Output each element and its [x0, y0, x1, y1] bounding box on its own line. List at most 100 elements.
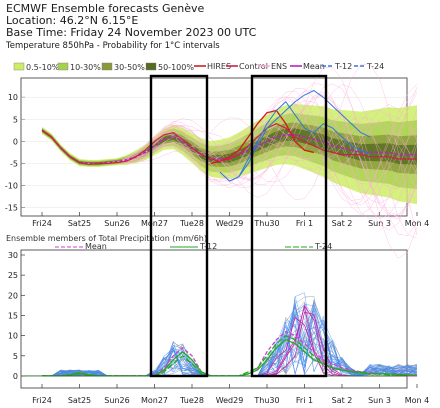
temp-ytick-label-5: -15 — [5, 204, 18, 213]
precip-xtick-label-7: Fri 1 — [296, 396, 313, 405]
precip-member-line-12 — [42, 331, 418, 377]
legend-label-line-1: Control — [239, 62, 268, 71]
precip-magenta-member-1 — [42, 306, 417, 377]
precip-member-line-10 — [42, 305, 418, 377]
location-label: Location: 46.2°N 6.15°E — [6, 14, 139, 27]
temp-series-control — [41, 123, 417, 165]
precip-magenta-member-3 — [42, 311, 417, 377]
precip-member-line-1 — [42, 321, 418, 377]
precip-member-line-5 — [42, 316, 418, 377]
base-time-label: Base Time: Friday 24 November 2023 00 UT… — [6, 26, 257, 39]
legend-label-line-4: T-12 — [334, 62, 352, 71]
precip-xtick-label-3: Mon27 — [141, 396, 168, 405]
precip-member-line-17 — [42, 309, 418, 377]
precip-member-line-14 — [42, 309, 418, 377]
precip-member-line-24 — [42, 299, 418, 377]
precip-member-line-32 — [42, 316, 418, 377]
precip-member-line-30 — [42, 301, 418, 377]
temp-xtick-label-1: Sat25 — [68, 219, 91, 228]
temp-xtick-label-2: Sun26 — [104, 219, 129, 228]
highlight-box-1 — [149, 74, 209, 378]
legend-swatch-2 — [101, 62, 113, 71]
temp-ytick-label-3: -5 — [10, 159, 18, 168]
temp-xtick-label-10: Mon 4 — [405, 219, 430, 228]
precip-member-line-19 — [42, 313, 418, 377]
precip-member-line-16 — [42, 319, 418, 377]
precip-member-line-18 — [42, 296, 418, 377]
precip-xtick-label-2: Sun26 — [104, 396, 129, 405]
precip-magenta-member-0 — [42, 316, 417, 377]
temp-xtick-label-6: Thu30 — [253, 219, 279, 228]
precip-member-line-6 — [42, 319, 418, 377]
temp-series-hires — [210, 109, 315, 165]
precip-xtick-label-4: Tue28 — [179, 396, 204, 405]
temp-xtick-label-8: Sat 2 — [332, 219, 353, 228]
precip-member-line-39 — [42, 325, 418, 377]
precip-plot-frame — [20, 249, 408, 389]
precip-ytick-label-3: 15 — [8, 311, 18, 320]
precip-xtick-label-5: Wed29 — [216, 396, 244, 405]
temp-ytick-label-4: -10 — [5, 182, 18, 191]
precip-ytick-label-6: 0 — [13, 372, 18, 381]
precip-title: Ensemble members of Total Precipitation … — [6, 234, 207, 243]
temp-xtick-label-0: Fri24 — [32, 219, 52, 228]
highlight-box-2 — [250, 74, 328, 378]
precip-member-line-0 — [42, 296, 418, 377]
precip-xtick-label-1: Sat25 — [68, 396, 91, 405]
temp-ytick-label-0: 10 — [8, 93, 18, 102]
precip-xtick-label-9: Sun 3 — [368, 396, 391, 405]
precip-xtick-label-0: Fri24 — [32, 396, 52, 405]
temp-xtick-label-5: Wed29 — [216, 219, 244, 228]
precip-xtick-label-8: Sat 2 — [332, 396, 353, 405]
precip-member-line-15 — [42, 301, 418, 377]
precip-member-line-7 — [42, 307, 418, 377]
temperature-subtitle: Temperature 850hPa - Probability for 1°C… — [6, 41, 220, 51]
precip-member-line-35 — [42, 326, 418, 377]
legend-swatch-3 — [145, 62, 157, 71]
temp-xtick-label-3: Mon27 — [141, 219, 168, 228]
precip-member-line-33 — [42, 314, 418, 377]
legend-swatch-1 — [57, 62, 69, 71]
precip-ytick-label-0: 30 — [8, 251, 18, 260]
precip-member-line-21 — [42, 303, 418, 377]
legend-label-line-3: Mean — [303, 62, 325, 71]
chart-title: ECMWF Ensemble forecasts Genève — [6, 2, 205, 15]
precip-member-line-3 — [42, 307, 418, 377]
legend-label-prob-0: 0.5-10% — [26, 63, 60, 72]
precip-member-line-23 — [42, 323, 418, 377]
precip-magenta-member-2 — [42, 304, 417, 377]
precip-member-line-26 — [42, 304, 418, 377]
temp-ytick-label-2: 0 — [13, 137, 18, 146]
temp-xtick-label-4: Tue28 — [179, 219, 204, 228]
precip-member-line-9 — [42, 321, 418, 377]
precip-ytick-label-4: 10 — [8, 332, 18, 341]
precip-member-line-2 — [42, 303, 418, 377]
precip-legend-label-0: Mean — [85, 242, 107, 251]
precip-member-line-27 — [42, 321, 418, 377]
precip-member-line-11 — [42, 306, 418, 377]
precip-member-line-28 — [42, 302, 418, 377]
precip-member-line-22 — [42, 300, 418, 377]
legend-label-line-5: T-24 — [366, 62, 384, 71]
temp-xtick-label-9: Sun 3 — [368, 219, 391, 228]
legend-label-prob-1: 10-30% — [70, 63, 101, 72]
precip-ytick-label-5: 5 — [13, 352, 18, 361]
precip-xtick-label-10: Mon 4 — [405, 396, 430, 405]
precip-xtick-label-6: Thu30 — [253, 396, 279, 405]
temp-series-t-12 — [219, 90, 371, 182]
precip-member-line-29 — [42, 305, 418, 377]
precip-member-line-37 — [42, 308, 418, 377]
precip-member-line-36 — [42, 303, 418, 377]
temp-ytick-label-1: 5 — [13, 115, 18, 124]
legend-label-line-0: HIRES — [207, 62, 231, 71]
precip-legend-label-2: T-24 — [314, 242, 332, 251]
legend-label-prob-3: 50-100% — [158, 63, 194, 72]
legend-label-line-2: ENS — [271, 62, 287, 71]
legend-label-prob-2: 30-50% — [114, 63, 145, 72]
precip-member-line-8 — [42, 330, 418, 377]
precip-member-line-13 — [42, 313, 418, 377]
legend-swatch-0 — [13, 62, 25, 71]
precip-ytick-label-2: 20 — [8, 291, 18, 300]
precip-member-line-34 — [42, 305, 418, 377]
precip-member-line-38 — [42, 313, 418, 377]
